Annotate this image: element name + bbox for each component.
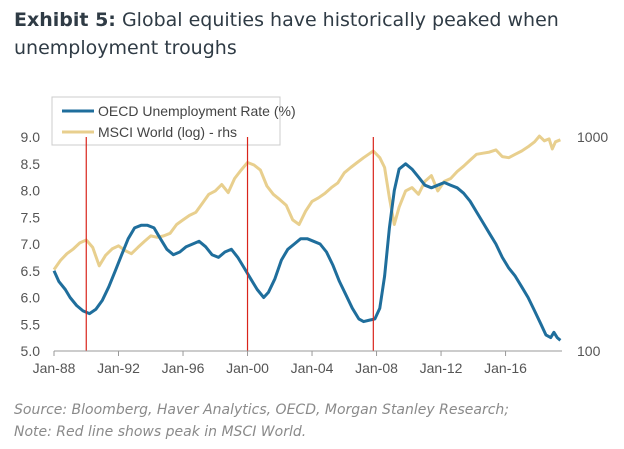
x-tick-label: Jan-88 — [33, 360, 76, 376]
x-tick-label: Jan-96 — [162, 360, 205, 376]
plot-area — [52, 134, 562, 351]
legend-label-unemployment: OECD Unemployment Rate (%) — [98, 103, 296, 119]
x-tick-label: Jan-16 — [484, 360, 527, 376]
axes: Jan-88 Jan-92 Jan-96 Jan-00 Jan-04 Jan-08 Jan-… — [21, 129, 609, 376]
legend-label-msci: MSCI World (log) - rhs — [98, 124, 237, 140]
exhibit-label: Exhibit 5: — [14, 9, 116, 31]
chart-title: Exhibit 5: Global equities have historic… — [14, 6, 614, 62]
y-left-tick-label: 5.5 — [21, 316, 41, 332]
y-right-tick-label: 1000 — [577, 129, 608, 145]
msci-line — [52, 134, 561, 271]
x-tick-label: Jan-00 — [226, 360, 269, 376]
y-left-tick-label: 5.0 — [21, 343, 41, 359]
y-left-tick-label: 8.0 — [21, 183, 41, 199]
legend-box — [51, 96, 281, 146]
y-left-tick-label: 6.5 — [21, 263, 41, 279]
y-left-tick-label: 7.0 — [21, 236, 41, 252]
title-text: Global equities have historically peaked… — [14, 9, 559, 59]
source-line: Source: Bloomberg, Haver Analytics, OECD… — [14, 402, 509, 418]
x-tick-label: Jan-92 — [97, 360, 140, 376]
x-tick-label: Jan-08 — [355, 360, 398, 376]
source-note: Source: Bloomberg, Haver Analytics, OECD… — [14, 399, 614, 443]
legend: OECD Unemployment Rate (%) MSCI World (l… — [51, 96, 296, 146]
y-left-tick-label: 7.5 — [21, 209, 41, 225]
y-right-tick-label: 100 — [577, 343, 601, 359]
note-line: Note: Red line shows peak in MSCI World. — [14, 424, 307, 440]
y-left-tick-label: 8.5 — [21, 156, 41, 172]
y-left-tick-label: 9.0 — [21, 129, 41, 145]
x-tick-label: Jan-04 — [291, 360, 334, 376]
x-tick-label: Jan-12 — [420, 360, 463, 376]
y-left-tick-label: 6.0 — [21, 290, 41, 306]
unemployment-line — [52, 162, 562, 342]
